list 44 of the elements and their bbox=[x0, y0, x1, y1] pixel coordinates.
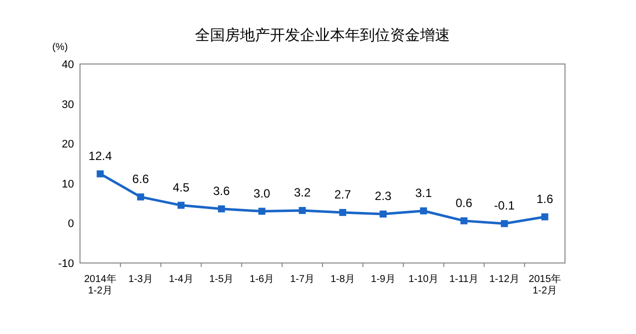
point bbox=[218, 205, 225, 212]
y-axis-title: (%) bbox=[52, 42, 68, 53]
y-tick-label: 10 bbox=[62, 178, 74, 190]
x-tick-label: 1-6月 bbox=[250, 274, 274, 285]
point bbox=[298, 206, 306, 214]
x-tick-label: 1-10月 bbox=[408, 274, 439, 285]
y-tick-label: -10 bbox=[58, 258, 74, 270]
x-tick-label: 1-7月 bbox=[290, 274, 315, 285]
x-tick-label: 1-4月 bbox=[168, 274, 194, 285]
point bbox=[460, 217, 468, 224]
y-tick-label: 20 bbox=[62, 138, 74, 151]
data-label: 3.2 bbox=[294, 185, 311, 200]
data-label: -0.1 bbox=[494, 198, 516, 213]
chart-title: 全国房地产开发企业本年到位资金增速 bbox=[195, 27, 450, 44]
data-label: 4.5 bbox=[172, 180, 190, 194]
x-tick-label: 1-12月 bbox=[489, 274, 520, 285]
data-label: 3.0 bbox=[254, 186, 271, 200]
data-label: 2.3 bbox=[374, 189, 392, 204]
y-tick-label: 30 bbox=[62, 98, 74, 111]
x-tick-label: 1-8月 bbox=[330, 274, 355, 285]
x-tick-label: 1-5月 bbox=[209, 274, 234, 285]
data-label: 3.1 bbox=[415, 186, 432, 200]
data-label: 0.6 bbox=[456, 196, 473, 210]
x-tick-label: 2014年 1-2月 bbox=[84, 273, 116, 296]
data-label: 1.6 bbox=[536, 192, 554, 206]
data-label: 2.7 bbox=[334, 187, 352, 202]
point bbox=[258, 208, 266, 215]
x-tick-label: 2015年 1-2月 bbox=[528, 273, 561, 296]
point bbox=[178, 202, 185, 209]
point bbox=[339, 208, 346, 216]
y-tick-label: 0 bbox=[68, 218, 74, 230]
x-tick-label: 1-9月 bbox=[370, 274, 396, 285]
data-label: 12.4 bbox=[88, 148, 112, 163]
point bbox=[137, 193, 144, 200]
x-tick-label: 1-11月 bbox=[449, 274, 479, 285]
point bbox=[420, 207, 428, 214]
data-label: 6.6 bbox=[132, 172, 150, 186]
point bbox=[500, 220, 508, 228]
point bbox=[380, 210, 387, 218]
point bbox=[96, 170, 104, 178]
point bbox=[541, 213, 548, 220]
x-tick-label: 1-3月 bbox=[128, 274, 153, 285]
data-label: 3.6 bbox=[213, 184, 230, 198]
y-tick-label: 40 bbox=[62, 59, 74, 71]
